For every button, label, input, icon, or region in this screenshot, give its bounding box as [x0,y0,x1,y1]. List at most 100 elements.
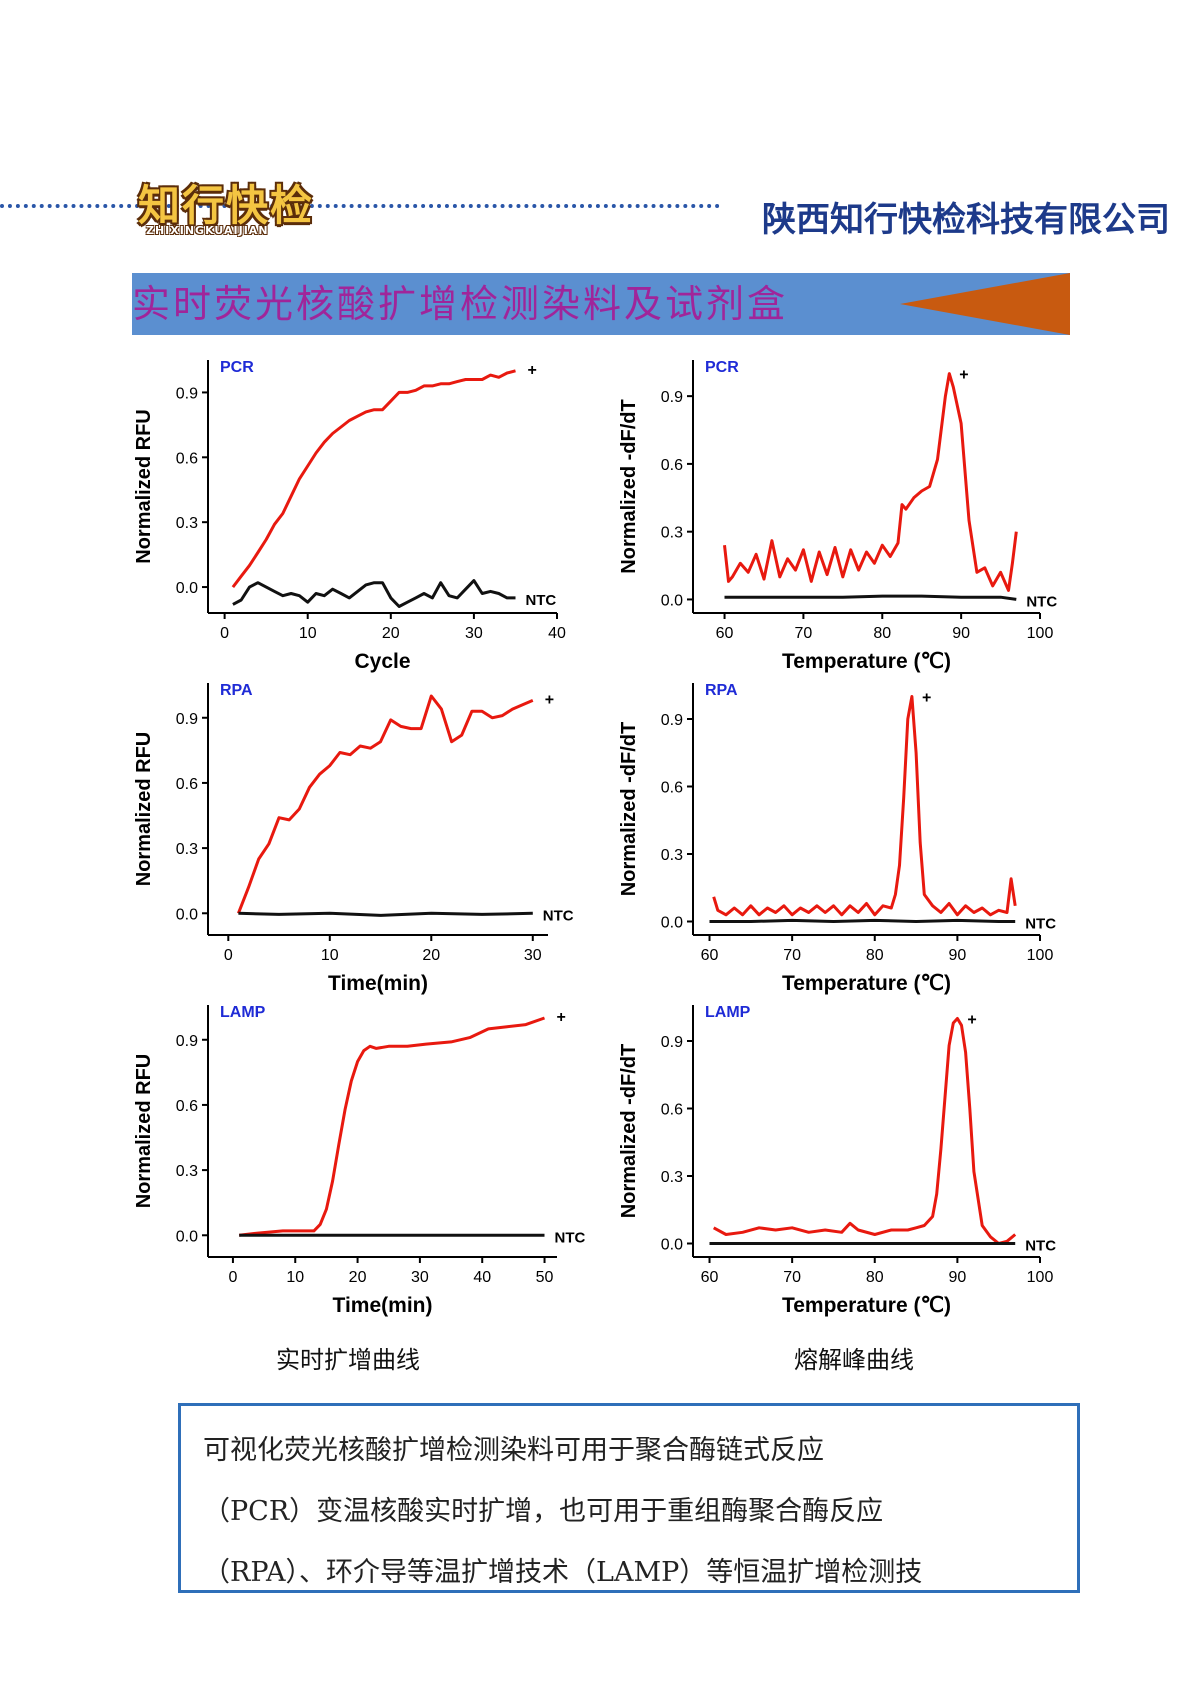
chart-tag: RPA [705,682,738,699]
x-tick-label: 0 [220,625,229,642]
title-banner: 实时荧光核酸扩增检测染料及试剂盒 [132,273,1070,335]
x-tick-label: 100 [1027,947,1054,964]
positive-series-line [231,369,516,589]
x-tick-label: 70 [783,947,801,964]
description-line-2: （PCR）变温核酸实时扩增，也可用于重组酶聚合酶反应 [203,1496,884,1527]
y-tick-label: 0.0 [661,915,683,932]
y-tick-label: 0.6 [661,780,683,797]
x-axis-label: Time(min) [328,972,428,995]
x-axis-label: Temperature (℃) [782,650,951,673]
positive-label: + [967,1012,976,1029]
y-tick-label: 0.3 [176,841,198,858]
x-axis-label: Temperature (℃) [782,1294,951,1317]
caption-melting: 熔解峰曲线 [794,1346,914,1374]
x-tick-label: 10 [299,625,317,642]
y-axis-label: Normalized -dF/dT [618,1044,640,1218]
banner-title: 实时荧光核酸扩增检测染料及试剂盒 [132,282,789,326]
y-tick-label: 0.6 [661,1102,683,1119]
x-tick-label: 60 [716,625,734,642]
y-axis-label: Normalized -dF/dT [618,399,640,573]
x-tick-label: 30 [524,947,542,964]
x-tick-label: 40 [473,1269,491,1286]
banner-arrow-icon [900,273,1070,335]
chart-tag: PCR [220,359,254,376]
y-tick-label: 0.0 [176,580,198,597]
x-tick-label: 20 [382,625,400,642]
y-tick-label: 0.6 [176,450,198,467]
chart-5: 0 10 20 30 40 50 0.0 0.3 0.6 0.9 Time(min) Normaliz… [133,1004,586,1317]
y-tick-label: 0.9 [176,711,198,728]
description-line-3: （RPA）、环介导等温扩增技术（LAMP）等恒温扩增检测技 [203,1557,923,1588]
x-tick-label: 30 [411,1269,429,1286]
ntc-label: NTC [1025,916,1056,933]
y-axis-label: Normalized RFU [133,1054,155,1208]
chart-2: 60 70 80 90 100 0.0 0.3 0.6 0.9 Temperature (℃) No… [618,359,1057,673]
y-tick-label: 0.6 [176,776,198,793]
x-tick-label: 80 [866,1269,884,1286]
x-tick-label: 0 [228,1269,237,1286]
y-tick-label: 0.6 [661,457,683,474]
y-tick-label: 0.0 [661,1237,683,1254]
x-axis-label: Temperature (℃) [782,972,951,995]
positive-series-line [237,694,534,914]
ntc-series-line [238,911,533,917]
y-axis-label: Normalized RFU [133,732,155,886]
chart-tag: LAMP [220,1004,266,1021]
y-tick-label: 0.3 [661,847,683,864]
description-line-1: 可视化荧光核酸扩增检测染料可用于聚合酶链式反应 [203,1435,824,1466]
y-tick-label: 0.3 [661,525,683,542]
x-tick-label: 90 [948,1269,966,1286]
x-tick-label: 80 [866,947,884,964]
x-tick-label: 70 [783,1269,801,1286]
chart-tag: PCR [705,359,739,376]
ntc-label: NTC [525,592,556,609]
x-tick-label: 100 [1027,625,1054,642]
chart-tag: RPA [220,682,253,699]
positive-label: + [527,362,536,379]
ntc-label: NTC [543,907,574,924]
y-axis-label: Normalized -dF/dT [618,722,640,896]
chart-3: 0 10 20 30 0.0 0.3 0.6 0.9 Time(min) Normalized R… [133,682,574,995]
chart-4: 60 70 80 90 100 0.0 0.3 0.6 0.9 Temperature (℃) No… [618,682,1056,995]
x-tick-label: 0 [224,947,233,964]
x-tick-label: 30 [465,625,483,642]
x-tick-label: 60 [701,947,719,964]
ntc-series-line [709,918,1016,923]
y-tick-label: 0.9 [661,712,683,729]
chart-tag: LAMP [705,1004,751,1021]
y-tick-label: 0.0 [176,906,198,923]
y-axis-label: Normalized RFU [133,409,155,563]
chart-1: 0 10 20 30 40 0.0 0.3 0.6 0.9 Cycle Normalized RFU… [133,359,566,673]
x-tick-label: 50 [536,1269,554,1286]
y-tick-label: 0.9 [661,1034,683,1051]
positive-series-line [712,1017,1017,1245]
company-name: 陕西知行快检科技有限公司 [762,200,1170,240]
x-tick-label: 20 [349,1269,367,1286]
y-tick-label: 0.0 [176,1228,198,1245]
x-axis-label: Time(min) [333,1294,433,1317]
description-box: 可视化荧光核酸扩增检测染料可用于聚合酶链式反应 （PCR）变温核酸实时扩增，也可… [178,1403,1080,1593]
y-tick-label: 0.9 [176,385,198,402]
y-tick-label: 0.0 [661,592,683,609]
positive-label: + [545,691,554,708]
y-tick-label: 0.9 [176,1033,198,1050]
ntc-series-line [724,594,1017,601]
x-tick-label: 40 [548,625,566,642]
header-dotted-rule [0,204,720,208]
y-tick-label: 0.3 [661,1169,683,1186]
y-tick-label: 0.9 [661,389,683,406]
positive-series-line [723,372,1018,592]
logo-subtext: ZHIXINGKUAIJIAN [146,224,269,237]
ntc-label: NTC [555,1229,586,1246]
x-tick-label: 60 [701,1269,719,1286]
x-tick-label: 10 [286,1269,304,1286]
positive-label: + [922,690,931,707]
positive-series-line [712,695,1017,917]
ntc-label: NTC [1025,1238,1056,1255]
positive-label: + [959,367,968,384]
x-tick-label: 90 [948,947,966,964]
x-tick-label: 80 [873,625,891,642]
y-tick-label: 0.3 [176,515,198,532]
caption-amplification: 实时扩增曲线 [276,1346,420,1374]
